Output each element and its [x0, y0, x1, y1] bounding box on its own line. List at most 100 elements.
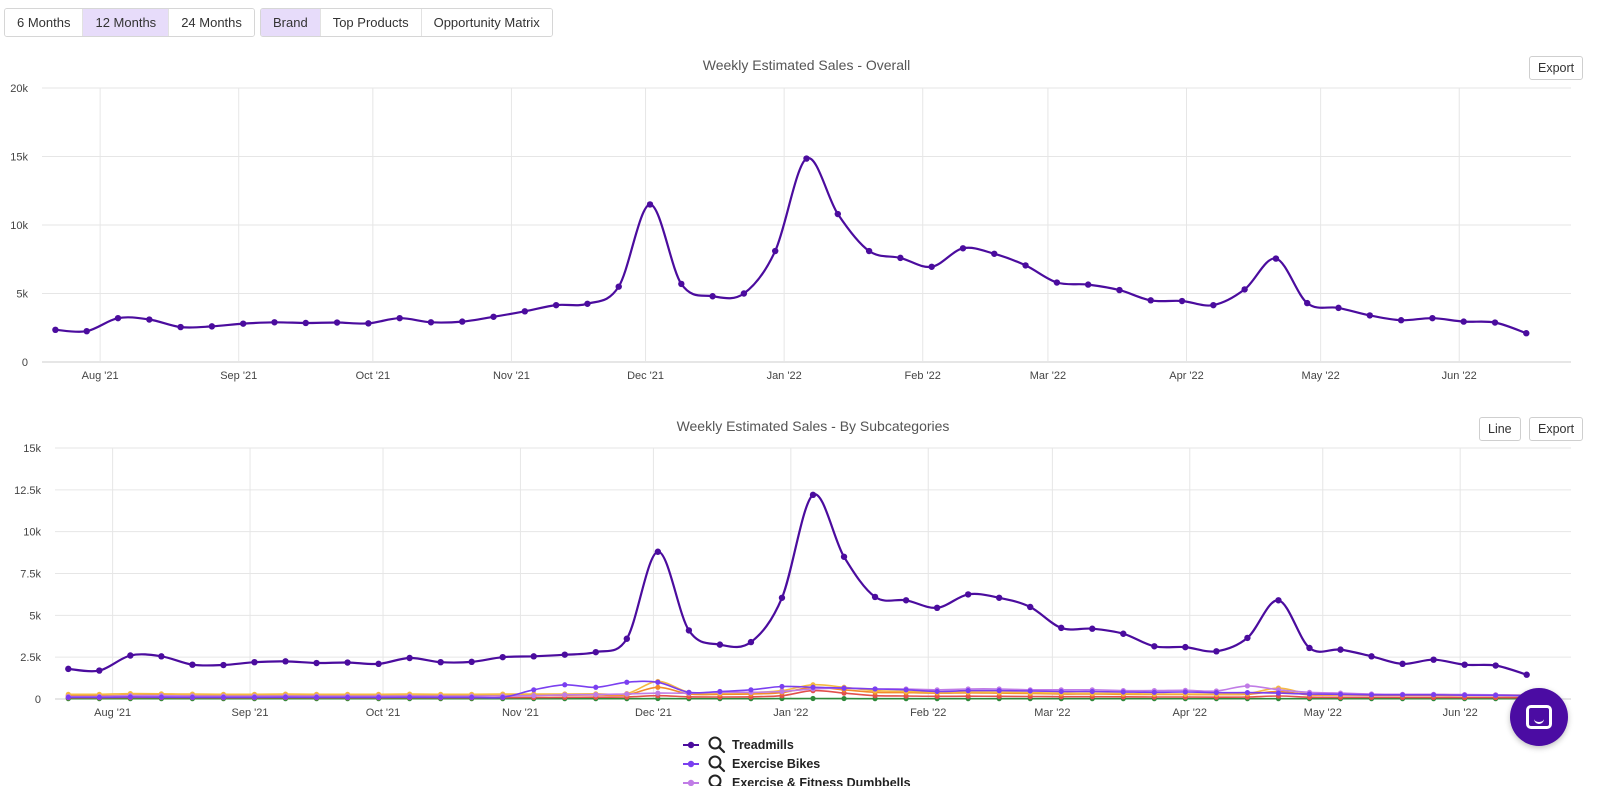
data-point[interactable]	[375, 694, 382, 700]
view-brand-button[interactable]: Brand	[261, 9, 321, 36]
data-point[interactable]	[772, 247, 779, 255]
data-point[interactable]	[685, 627, 693, 634]
data-point[interactable]	[810, 684, 816, 690]
data-point[interactable]	[1337, 691, 1344, 697]
data-point[interactable]	[841, 685, 847, 691]
data-point[interactable]	[1182, 643, 1189, 651]
data-point[interactable]	[1213, 648, 1220, 655]
data-point[interactable]	[840, 553, 848, 560]
data-point[interactable]	[562, 682, 568, 688]
data-point[interactable]	[344, 694, 351, 700]
data-point[interactable]	[127, 652, 134, 659]
data-point[interactable]	[468, 658, 475, 666]
data-point[interactable]	[678, 280, 685, 288]
data-point[interactable]	[239, 320, 247, 327]
data-point[interactable]	[437, 658, 444, 666]
data-point[interactable]	[499, 653, 506, 661]
data-point[interactable]	[810, 695, 816, 702]
data-point[interactable]	[561, 651, 568, 658]
data-point[interactable]	[1429, 314, 1436, 322]
data-point[interactable]	[1244, 690, 1251, 696]
data-point[interactable]	[344, 659, 351, 666]
legend-item[interactable]: Exercise Bikes	[683, 755, 820, 773]
data-point[interactable]	[1523, 330, 1530, 337]
data-point[interactable]	[1492, 662, 1499, 669]
data-point[interactable]	[208, 323, 216, 330]
data-point[interactable]	[302, 319, 309, 327]
data-point[interactable]	[809, 491, 817, 499]
data-point[interactable]	[717, 688, 723, 695]
data-point[interactable]	[1399, 692, 1406, 698]
data-point[interactable]	[1089, 688, 1095, 695]
data-point[interactable]	[592, 648, 599, 656]
data-point[interactable]	[427, 319, 435, 326]
data-point[interactable]	[740, 290, 748, 297]
data-point[interactable]	[747, 638, 755, 646]
data-point[interactable]	[965, 688, 971, 694]
data-point[interactable]	[1275, 597, 1282, 604]
data-point[interactable]	[865, 247, 873, 255]
data-point[interactable]	[928, 263, 935, 270]
data-point[interactable]	[1493, 692, 1499, 698]
data-point[interactable]	[709, 293, 716, 300]
data-point[interactable]	[552, 301, 560, 309]
data-point[interactable]	[1366, 312, 1374, 319]
data-point[interactable]	[1053, 279, 1061, 286]
data-point[interactable]	[146, 316, 153, 323]
data-point[interactable]	[271, 319, 278, 326]
subcategory-export-button[interactable]: Export	[1529, 417, 1584, 441]
legend-item[interactable]: Exercise & Fitness Dumbbells	[683, 774, 911, 786]
data-point[interactable]	[1120, 630, 1127, 637]
data-point[interactable]	[114, 314, 122, 322]
data-point[interactable]	[1116, 286, 1123, 294]
data-point[interactable]	[1523, 671, 1530, 678]
data-point[interactable]	[964, 591, 972, 598]
chat-launcher-button[interactable]	[1510, 688, 1568, 746]
data-point[interactable]	[1147, 297, 1154, 304]
data-point[interactable]	[333, 319, 341, 326]
data-point[interactable]	[934, 688, 940, 695]
data-point[interactable]	[903, 687, 909, 693]
data-point[interactable]	[1058, 688, 1064, 695]
data-point[interactable]	[375, 660, 382, 668]
data-point[interactable]	[313, 694, 320, 700]
data-point[interactable]	[1275, 690, 1282, 696]
data-point[interactable]	[1027, 603, 1034, 611]
data-point[interactable]	[65, 665, 72, 673]
data-point[interactable]	[1399, 660, 1406, 668]
data-point[interactable]	[65, 694, 71, 700]
data-point[interactable]	[654, 548, 662, 555]
data-point[interactable]	[779, 688, 785, 695]
data-point[interactable]	[1430, 656, 1437, 663]
data-point[interactable]	[220, 694, 227, 700]
data-point[interactable]	[686, 689, 692, 695]
data-point[interactable]	[1368, 692, 1375, 698]
data-point[interactable]	[655, 684, 661, 690]
data-point[interactable]	[1241, 286, 1248, 293]
data-point[interactable]	[562, 692, 568, 698]
data-point[interactable]	[1272, 255, 1280, 262]
data-point[interactable]	[803, 155, 810, 162]
data-point[interactable]	[716, 641, 724, 648]
data-point[interactable]	[1368, 653, 1375, 660]
data-point[interactable]	[521, 308, 529, 315]
data-point[interactable]	[1213, 690, 1219, 696]
data-point[interactable]	[615, 283, 622, 290]
data-point[interactable]	[1461, 661, 1468, 668]
data-point[interactable]	[83, 327, 90, 335]
data-point[interactable]	[1491, 319, 1499, 326]
data-point[interactable]	[406, 654, 413, 662]
data-point[interactable]	[897, 254, 904, 262]
data-point[interactable]	[438, 694, 444, 700]
data-point[interactable]	[531, 693, 537, 699]
data-point[interactable]	[959, 245, 967, 252]
data-point[interactable]	[623, 635, 631, 642]
data-point[interactable]	[624, 691, 630, 697]
data-point[interactable]	[459, 318, 466, 325]
data-point[interactable]	[1084, 281, 1092, 288]
data-point[interactable]	[158, 694, 164, 700]
data-point[interactable]	[531, 687, 537, 693]
data-point[interactable]	[1397, 317, 1405, 324]
data-point[interactable]	[902, 597, 910, 604]
data-point[interactable]	[593, 692, 599, 698]
